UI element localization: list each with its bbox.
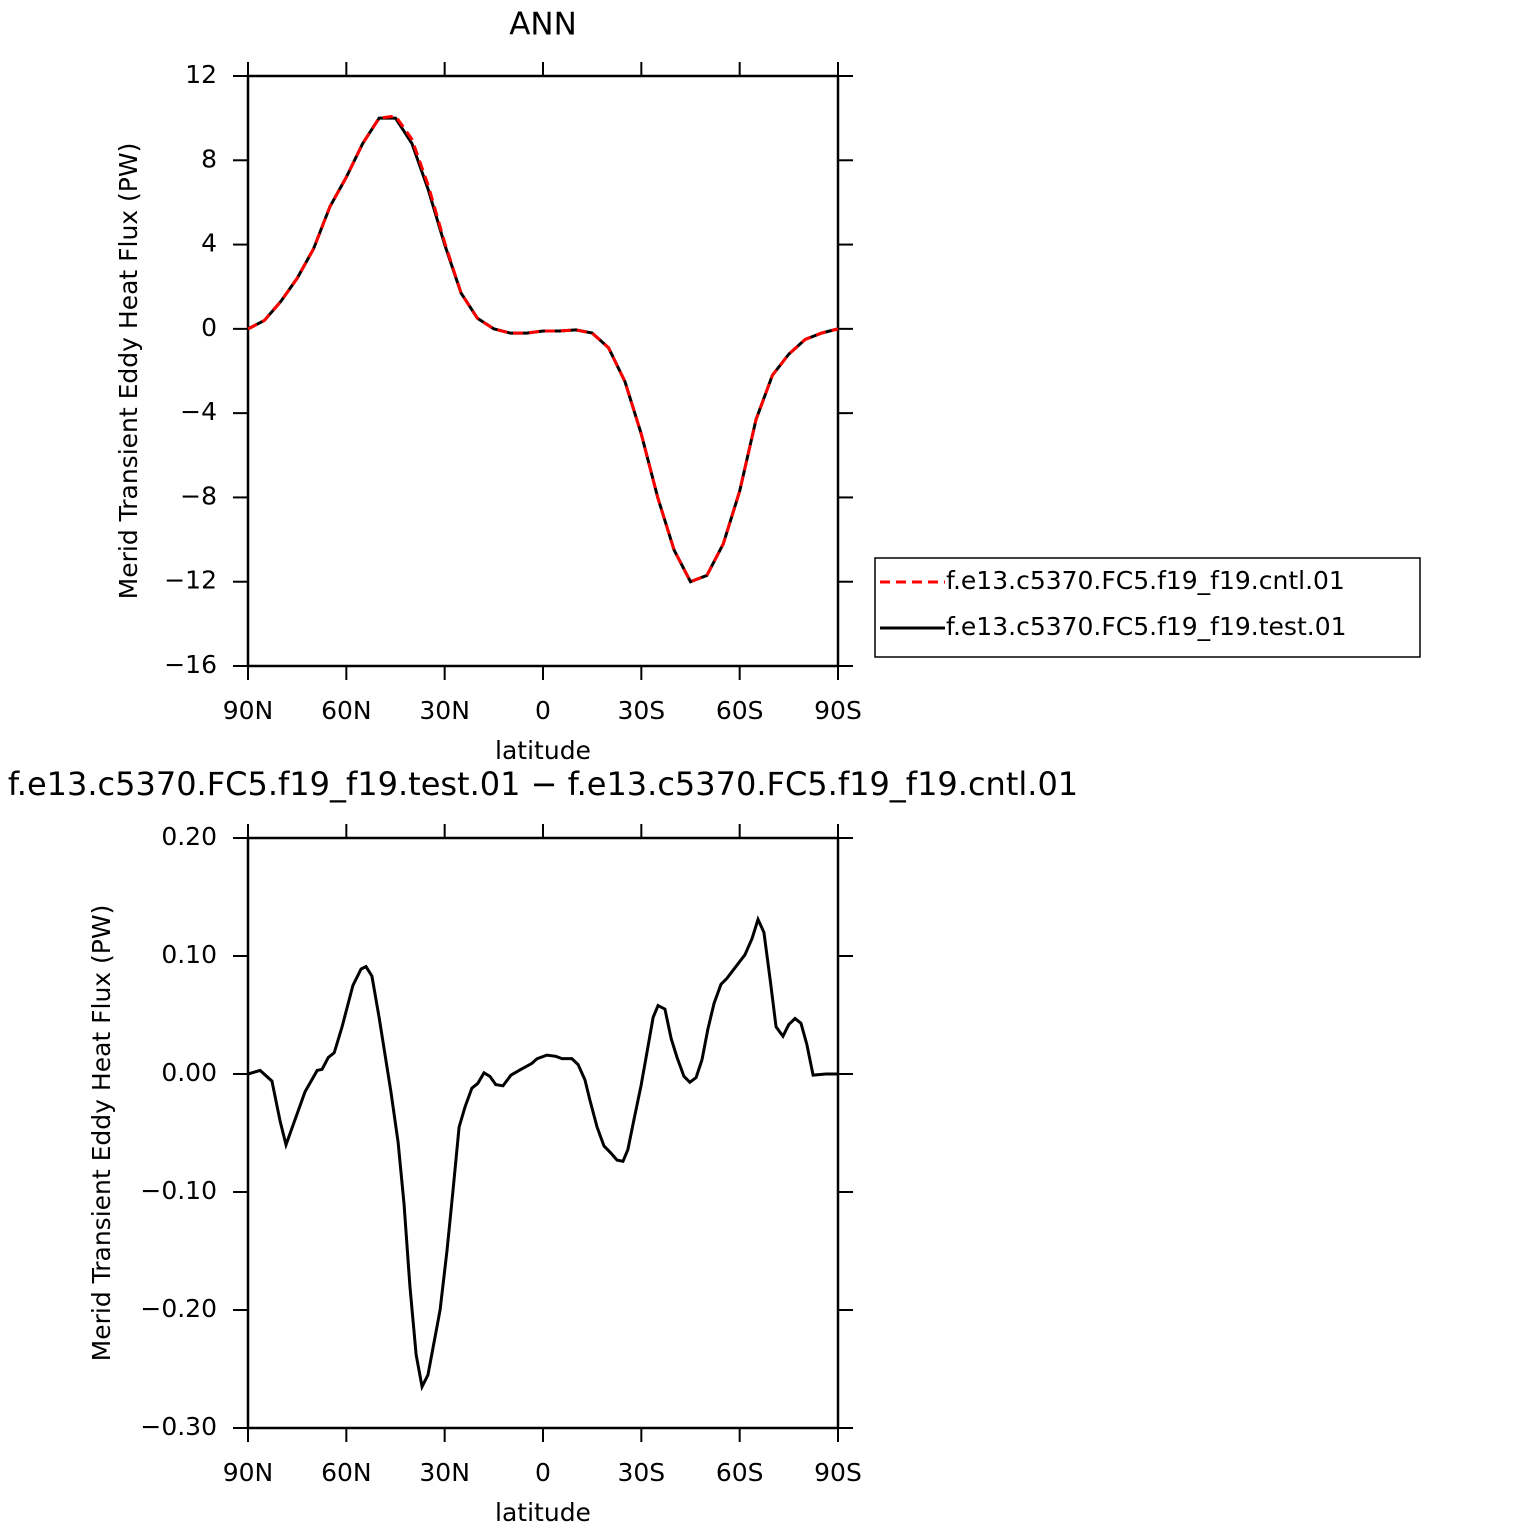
x-tick-label: 60S	[716, 696, 764, 725]
x-tick-label: 30S	[617, 1458, 665, 1487]
y-tick-label: −4	[180, 397, 217, 426]
y-tick-label: 0	[201, 313, 217, 342]
x-tick-label: 90S	[814, 1458, 862, 1487]
y-tick-label: −12	[164, 566, 217, 595]
y-tick-label: −0.20	[140, 1294, 217, 1323]
chart-title: ANN	[509, 7, 577, 43]
data-line	[247, 915, 838, 1392]
x-tick-label: 60N	[321, 696, 372, 725]
x-tick-label: 30N	[419, 1458, 470, 1487]
y-tick-label: 12	[185, 60, 217, 89]
x-tick-label: 30S	[617, 696, 665, 725]
y-tick-label: 0.20	[161, 822, 217, 851]
x-axis-label: latitude	[495, 1498, 591, 1527]
x-axis-label: latitude	[495, 736, 591, 765]
legend-box	[874, 557, 1421, 658]
plot-frame	[246, 836, 840, 1430]
data-line	[247, 116, 839, 584]
chart-title: f.e13.c5370.FC5.f19_f19.test.01 − f.e13.…	[8, 765, 1078, 803]
data-line	[247, 114, 839, 584]
legend-label: f.e13.c5370.FC5.f19_f19.test.01	[946, 612, 1347, 641]
plot-frame	[246, 74, 840, 668]
y-tick-label: 4	[201, 229, 217, 258]
y-tick-label: −16	[164, 650, 217, 679]
x-tick-label: 60S	[716, 1458, 764, 1487]
legend-label: f.e13.c5370.FC5.f19_f19.cntl.01	[946, 566, 1345, 595]
x-tick-label: 0	[535, 1458, 551, 1487]
x-tick-label: 90N	[223, 696, 274, 725]
x-tick-label: 90N	[223, 1458, 274, 1487]
y-axis-label: Merid Transient Eddy Heat Flux (PW)	[87, 905, 116, 1362]
y-axis-label: Merid Transient Eddy Heat Flux (PW)	[114, 143, 143, 600]
x-tick-label: 30N	[419, 696, 470, 725]
x-tick-label: 0	[535, 696, 551, 725]
y-tick-label: −8	[180, 481, 217, 510]
y-tick-label: 8	[201, 144, 217, 173]
y-tick-label: 0.00	[161, 1058, 217, 1087]
x-tick-label: 60N	[321, 1458, 372, 1487]
y-tick-label: −0.30	[140, 1412, 217, 1441]
x-tick-label: 90S	[814, 696, 862, 725]
y-tick-label: −0.10	[140, 1176, 217, 1205]
y-tick-label: 0.10	[161, 940, 217, 969]
